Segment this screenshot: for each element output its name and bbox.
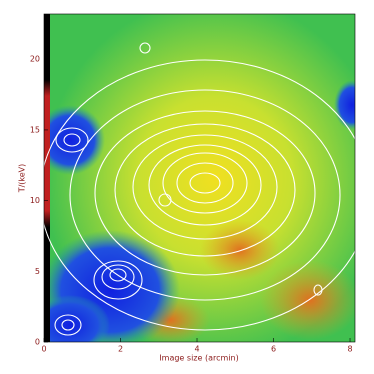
x-tick-label: 2 — [118, 345, 123, 354]
y-tick-label: 5 — [35, 267, 40, 276]
x-axis-label: Image size (arcmin) — [159, 354, 238, 363]
y-tick-label: 10 — [30, 196, 40, 205]
x-tick-label: 0 — [41, 345, 46, 354]
contours — [44, 42, 355, 336]
plot-frame — [43, 13, 356, 343]
x-tick-label: 6 — [271, 345, 276, 354]
y-axis-label: T/(keV) — [18, 164, 27, 194]
x-tick-label: 4 — [194, 345, 199, 354]
y-tick-label: 20 — [30, 55, 40, 64]
x-tick-label: 8 — [347, 345, 352, 354]
y-tick-label: 0 — [35, 338, 40, 347]
temperature-map — [44, 14, 355, 342]
y-tick-label: 15 — [30, 125, 40, 134]
